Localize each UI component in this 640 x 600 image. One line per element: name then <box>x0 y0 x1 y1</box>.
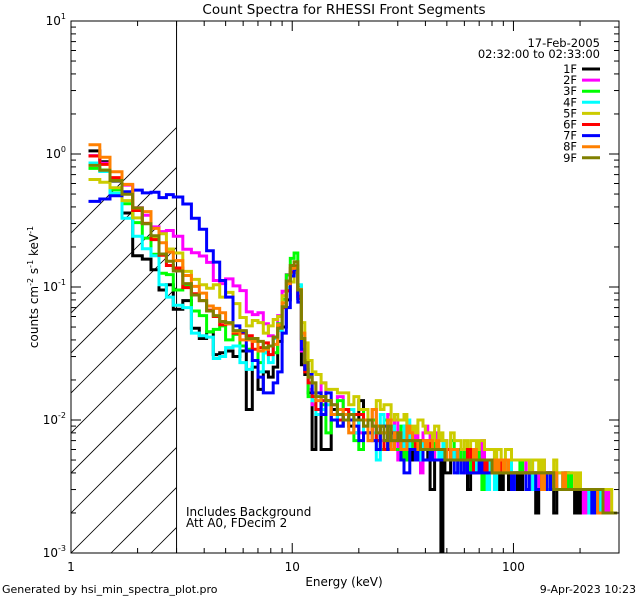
hatch-line <box>71 246 177 354</box>
background-hatch-region <box>71 0 640 553</box>
y-tick-label: 10-1 <box>43 278 66 294</box>
legend-label: 8F <box>563 140 577 154</box>
x-axis-label: Energy (keV) <box>305 575 382 589</box>
legend-label: 2F <box>563 73 577 87</box>
hatch-line <box>71 366 177 474</box>
x-tick-label: 1 <box>67 560 75 574</box>
chart-title: Count Spectra for RHESSI Front Segments <box>202 2 485 18</box>
y-tick-label: 100 <box>46 145 66 161</box>
x-axis: 1 10 100 <box>67 21 620 574</box>
y-label-exp-3: -1 <box>26 226 35 234</box>
footer-generator: Generated by hsi_min_spectra_plot.pro <box>2 583 218 596</box>
footer-timestamp: 9-Apr-2023 10:23 <box>539 583 636 596</box>
series-1f <box>88 149 618 553</box>
legend-label: 3F <box>563 84 577 98</box>
series-8f <box>88 143 618 515</box>
hatch-line <box>71 206 177 314</box>
legend-label: 9F <box>563 151 577 165</box>
hatch-line <box>71 446 177 553</box>
series-9f <box>88 163 618 515</box>
y-tick-label: 101 <box>46 12 66 28</box>
y-axis: 10-3 10-2 10-1 100 101 <box>43 12 619 560</box>
y-label-part-1: counts cm <box>27 286 41 348</box>
legend-label: 6F <box>563 118 577 132</box>
annotation-background: Includes Background <box>186 505 311 519</box>
x-tick-label: 10 <box>285 560 300 574</box>
time-range-label: 02:32:00 to 02:33:00 <box>478 47 600 61</box>
y-label-part-2: s <box>27 268 41 278</box>
x-tick-label: 100 <box>502 560 525 574</box>
legend-label: 1F <box>563 62 577 76</box>
annotation-attenuator: Att A0, FDecim 2 <box>186 516 287 530</box>
date-label: 17-Feb-2005 <box>527 36 600 50</box>
hatch-line <box>631 0 640 553</box>
y-label-exp-1: -2 <box>26 278 35 286</box>
hatch-line <box>71 126 177 234</box>
y-tick-label: 10-3 <box>43 544 66 560</box>
legend-label: 4F <box>563 95 577 109</box>
y-label-exp-2: -1 <box>26 260 35 268</box>
y-axis-label: counts cm-2 s-1 keV-1 <box>26 226 41 348</box>
legend-label: 5F <box>563 106 577 120</box>
y-tick-label: 10-2 <box>43 411 66 427</box>
legend-label: 7F <box>563 129 577 143</box>
hatch-line <box>391 0 640 553</box>
y-label-part-3: keV <box>27 233 41 260</box>
hatch-line <box>591 0 640 553</box>
hatch-line <box>71 406 177 514</box>
